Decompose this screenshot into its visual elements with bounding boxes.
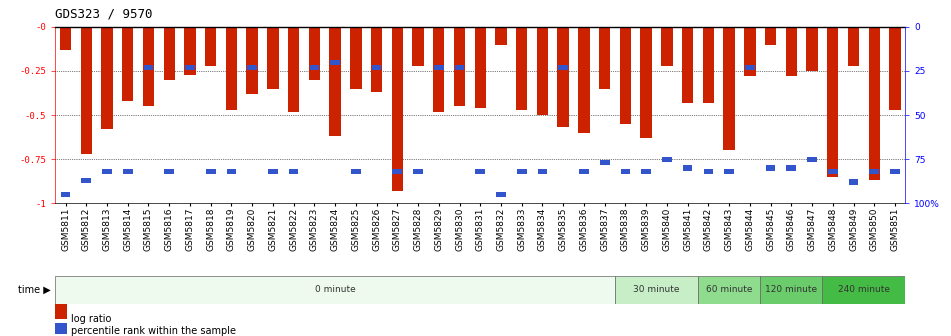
Bar bbox=[682, 27, 693, 103]
Bar bbox=[704, 169, 713, 174]
Bar bbox=[289, 169, 299, 174]
Bar bbox=[392, 27, 403, 191]
Bar bbox=[434, 65, 443, 70]
Bar bbox=[102, 27, 113, 129]
Bar bbox=[557, 27, 569, 127]
Bar bbox=[246, 27, 258, 94]
Bar bbox=[869, 169, 879, 174]
Bar bbox=[828, 169, 838, 174]
Bar bbox=[496, 192, 506, 197]
Bar bbox=[621, 169, 631, 174]
Text: 240 minute: 240 minute bbox=[838, 285, 890, 294]
Bar bbox=[516, 27, 528, 110]
Bar bbox=[558, 65, 568, 70]
Bar bbox=[847, 27, 859, 66]
Bar bbox=[268, 169, 278, 174]
Bar bbox=[620, 27, 631, 124]
Bar bbox=[61, 192, 70, 197]
Bar bbox=[641, 169, 651, 174]
Bar bbox=[205, 27, 217, 66]
Bar bbox=[226, 169, 236, 174]
Bar bbox=[123, 169, 132, 174]
Bar bbox=[329, 27, 340, 136]
Bar bbox=[164, 27, 175, 80]
Bar bbox=[599, 27, 611, 89]
Bar bbox=[476, 169, 485, 174]
Bar bbox=[288, 27, 300, 112]
Bar bbox=[889, 27, 901, 110]
Bar bbox=[143, 27, 154, 106]
Bar bbox=[823, 276, 905, 304]
Bar bbox=[184, 27, 196, 75]
Bar bbox=[350, 27, 361, 89]
Bar bbox=[698, 276, 760, 304]
Text: 30 minute: 30 minute bbox=[633, 285, 680, 294]
Bar bbox=[827, 27, 839, 177]
Bar bbox=[848, 179, 859, 185]
Bar bbox=[205, 169, 216, 174]
Text: 60 minute: 60 minute bbox=[706, 285, 752, 294]
Bar bbox=[725, 169, 734, 174]
Text: log ratio: log ratio bbox=[71, 313, 111, 324]
Bar bbox=[122, 27, 133, 101]
Bar bbox=[55, 276, 615, 304]
Bar bbox=[579, 169, 589, 174]
Bar bbox=[744, 27, 755, 76]
Bar bbox=[745, 65, 755, 70]
Bar bbox=[60, 27, 71, 50]
Bar bbox=[536, 27, 548, 115]
Bar bbox=[330, 59, 340, 65]
Bar bbox=[475, 27, 486, 108]
Bar bbox=[165, 169, 174, 174]
Bar bbox=[393, 169, 402, 174]
Bar bbox=[683, 165, 692, 171]
Bar bbox=[225, 27, 237, 110]
Bar bbox=[413, 169, 423, 174]
Bar bbox=[267, 27, 279, 89]
Bar bbox=[185, 65, 195, 70]
Text: percentile rank within the sample: percentile rank within the sample bbox=[71, 327, 237, 336]
Bar bbox=[760, 276, 823, 304]
Bar bbox=[786, 165, 796, 171]
Text: GDS323 / 9570: GDS323 / 9570 bbox=[55, 7, 153, 20]
Bar bbox=[600, 160, 610, 165]
Bar bbox=[765, 27, 776, 44]
Bar bbox=[662, 157, 671, 162]
Bar bbox=[615, 276, 698, 304]
Bar bbox=[661, 27, 672, 66]
Bar bbox=[82, 178, 91, 183]
Bar bbox=[309, 27, 320, 80]
Bar bbox=[372, 65, 381, 70]
Bar bbox=[433, 27, 444, 112]
Bar bbox=[144, 65, 153, 70]
Bar bbox=[454, 27, 465, 106]
Bar bbox=[413, 27, 424, 66]
Bar bbox=[247, 65, 257, 70]
Bar bbox=[890, 169, 900, 174]
Bar bbox=[766, 165, 775, 171]
Bar bbox=[517, 169, 527, 174]
Bar bbox=[102, 169, 112, 174]
Bar bbox=[537, 169, 548, 174]
Bar bbox=[786, 27, 797, 76]
Text: 0 minute: 0 minute bbox=[315, 285, 356, 294]
Bar bbox=[868, 27, 880, 180]
Bar bbox=[371, 27, 382, 92]
Bar bbox=[351, 169, 360, 174]
Text: 120 minute: 120 minute bbox=[766, 285, 817, 294]
Bar bbox=[309, 65, 320, 70]
Bar bbox=[806, 27, 818, 71]
Bar bbox=[724, 27, 735, 151]
Bar bbox=[455, 65, 464, 70]
Bar bbox=[495, 27, 507, 44]
Bar bbox=[640, 27, 651, 138]
Bar bbox=[578, 27, 590, 133]
Bar bbox=[703, 27, 714, 103]
Text: time ▶: time ▶ bbox=[18, 285, 50, 295]
Bar bbox=[81, 27, 92, 154]
Bar bbox=[807, 157, 817, 162]
